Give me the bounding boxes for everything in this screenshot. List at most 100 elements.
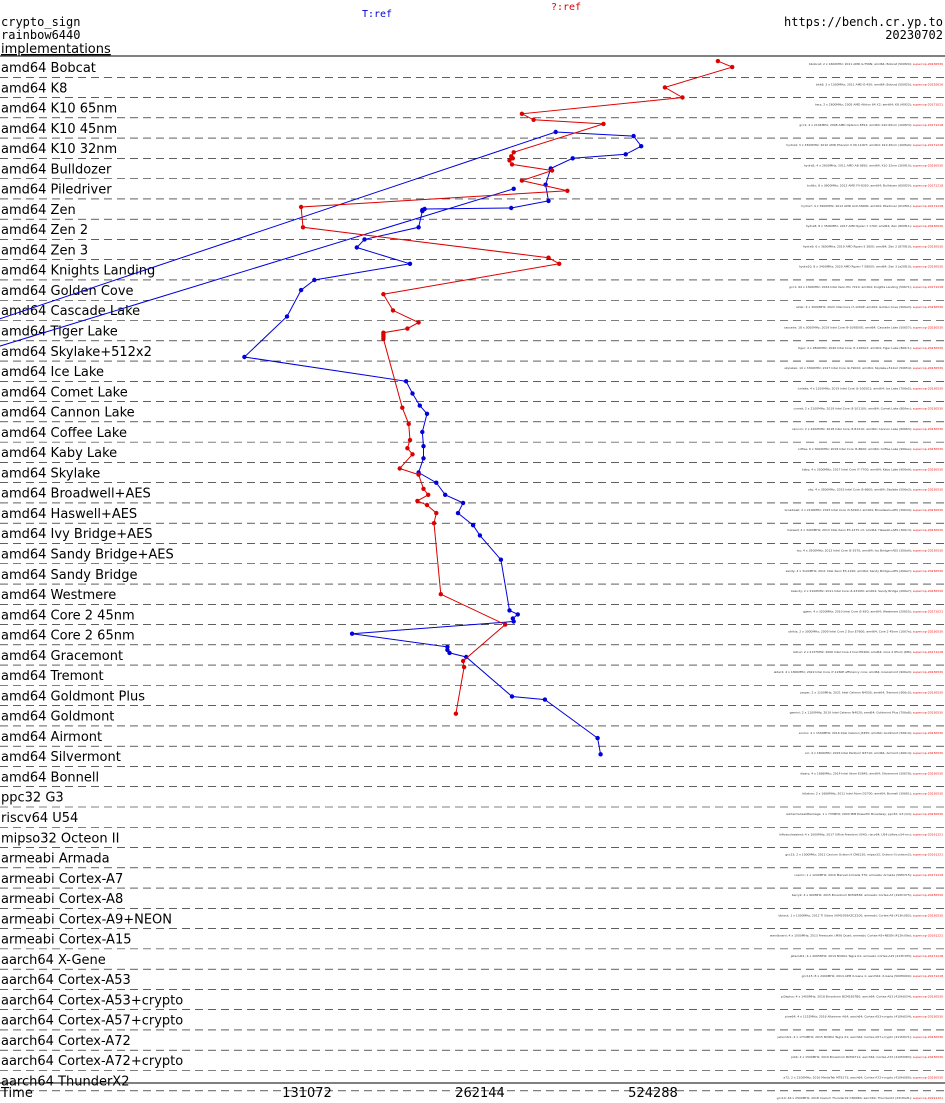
tref-point <box>470 523 476 528</box>
row-label: armeabi Cortex-A7 <box>1 872 123 887</box>
qref-point <box>453 711 459 716</box>
row-label: aarch64 Cortex-A72+crypto <box>1 1054 183 1069</box>
machine-note: berry2; 4 x 900MHz; 2015 Broadcom BCM283… <box>792 893 943 897</box>
implementations-link[interactable]: implementations <box>1 42 111 57</box>
series-label-qref: ?:ref <box>551 2 581 13</box>
row-label: amd64 Core 2 45nm <box>1 608 135 623</box>
tref-point <box>631 133 636 139</box>
machine-note: coffee; 6 x 3000MHz; 2018 Intel Core i5-… <box>798 447 943 451</box>
x-axis-label: Time <box>0 1086 33 1101</box>
tref-point <box>623 152 628 157</box>
row-label: amd64 K10 65nm <box>1 102 117 117</box>
machine-note: hifiveunleashed; 4 x 1000MHz; 2017 SiFiv… <box>779 832 943 836</box>
qref-point <box>510 156 515 161</box>
row-label: amd64 K10 45nm <box>1 122 117 137</box>
qref-point <box>531 117 536 123</box>
row-label: aarch64 Cortex-A53+crypto <box>1 993 183 1008</box>
row-label: amd64 Gracemont <box>1 649 123 664</box>
row-label: amd64 Haswell+AES <box>1 507 137 522</box>
qref-point <box>601 121 606 127</box>
qref-point <box>298 204 304 210</box>
row-label: amd64 Bobcat <box>1 61 96 76</box>
machine-note: jasper; 2 x 1100MHz; 2021 Intel Celeron … <box>799 690 943 694</box>
tref-point <box>515 612 520 617</box>
tref-point <box>420 208 425 214</box>
machine-note: gcc14; 64 x 2500MHz; 2018 Cavium Thunder… <box>777 1096 943 1100</box>
row-label: amd64 Skylake+512x2 <box>1 345 152 360</box>
site-url[interactable]: https://bench.cr.yp.to <box>784 15 943 29</box>
row-label: amd64 Silvermont <box>1 750 121 765</box>
qref-point <box>730 64 735 70</box>
qref-point <box>381 292 386 297</box>
machine-note: bsandy; 2 x 2100MHz; 2011 Intel Core i3-… <box>791 589 943 593</box>
row-label: amd64 Cascade Lake <box>1 304 140 319</box>
qref-point <box>424 502 430 508</box>
qref-point <box>557 261 562 266</box>
row-label: amd64 Ice Lake <box>1 365 104 380</box>
tref-point <box>421 456 426 461</box>
qref-point <box>381 336 386 341</box>
x-tick-label: 524288 <box>628 1086 678 1101</box>
machine-note: wintermutealittlemage; 1 x 733MHz; 2000 … <box>786 812 943 816</box>
machine-note: hsrz; 2 x 2600MHz; 2005 AMD Athlon 64 X2… <box>815 103 943 107</box>
qref-point <box>421 486 426 491</box>
machine-note: alder; 4 x 3000MHz; 2022 Intel Core i7-1… <box>796 305 943 309</box>
tref-point <box>509 694 515 699</box>
qref-point <box>416 320 421 325</box>
row-label: amd64 Goldmont <box>1 710 114 725</box>
machine-note: alder4; 4 x 1800MHz; 2022 Intel Core i7-… <box>774 670 943 674</box>
row-label: amd64 Knights Landing <box>1 264 155 279</box>
machine-note: hydra10; 8 x 3400MHz; 2020 AMD Ryzen 7 5… <box>799 265 943 269</box>
tref-point <box>349 631 355 636</box>
machine-note: tiger; 4 x 2800MHz; 2020 Intel Core i7-1… <box>798 346 943 350</box>
machine-note: bulldo; 8 x 3600MHz; 2012 AMD FX-8350; a… <box>807 184 943 188</box>
row-label: amd64 Ivy Bridge+AES <box>1 527 153 542</box>
row-label: riscv64 U54 <box>1 811 78 826</box>
row-label: amd64 Cannon Lake <box>1 406 135 421</box>
tref-point <box>639 144 644 149</box>
tref-point <box>511 619 516 624</box>
row-label: amd64 Comet Lake <box>1 385 128 400</box>
row-label: aarch64 Cortex-A57+crypto <box>1 1014 183 1029</box>
row-label: armeabi Cortex-A9+NEON <box>1 912 172 927</box>
row-label: amd64 Westmere <box>1 588 116 603</box>
qref-point <box>410 452 415 457</box>
qref-point <box>434 510 439 516</box>
machine-note: sky; 4 x 3500MHz; 2015 Intel Core i5-660… <box>808 488 943 492</box>
machine-note: ecoloc; 4 x 1500MHz; 2016 Intel Celeron … <box>799 731 943 735</box>
x-tick-label: 262144 <box>455 1086 505 1101</box>
tref-point <box>417 403 422 408</box>
machine-note: disery; 4 x 1666MHz; 2014 Intel Atom E38… <box>800 771 943 775</box>
qref-point <box>460 658 466 664</box>
qref-point <box>300 225 306 230</box>
machine-note: broadwell; 2 x 2100MHz; 2015 Intel Core … <box>785 508 943 512</box>
tref-point <box>298 287 304 293</box>
qref-point <box>511 150 516 155</box>
machine-note: skylakex; 10 x 3300MHz; 2017 Intel Core … <box>784 366 943 370</box>
row-label: amd64 Golden Cove <box>1 284 134 299</box>
machine-notes-group: bbobcat; 2 x 1600MHz; 2011 AMD G-T56N; a… <box>770 62 943 1100</box>
tref-point <box>464 654 469 660</box>
tref-point <box>498 557 504 562</box>
tref-point <box>455 510 461 516</box>
tref-line <box>0 131 642 755</box>
row-label: armeabi Cortex-A8 <box>1 892 123 907</box>
row-label: amd64 Tiger Lake <box>1 325 118 340</box>
primitive-name: crypto_sign <box>1 15 80 29</box>
x-axis-ticks: 131072 262144 524288 <box>282 1086 678 1101</box>
qref-point <box>461 664 467 670</box>
row-label: aarch64 X-Gene <box>1 953 106 968</box>
tref-point <box>570 156 575 161</box>
qref-point <box>509 162 515 167</box>
machine-note: cosmic; 1 x 1200MHz; 2010 Marvell Armada… <box>794 873 943 877</box>
row-label: amd64 K8 <box>1 81 67 96</box>
row-label: amd64 Bulldozer <box>1 162 112 177</box>
tref-point <box>421 444 426 449</box>
machine-note: sandy; 4 x 3100MHz; 2011 Intel Xeon E3-1… <box>786 569 944 573</box>
tref-point <box>598 752 603 757</box>
row-label: mipso32 Octeon II <box>1 831 119 846</box>
qref-point <box>405 446 410 451</box>
row-label: amd64 Zen 3 <box>1 243 88 258</box>
qref-point <box>519 111 525 117</box>
